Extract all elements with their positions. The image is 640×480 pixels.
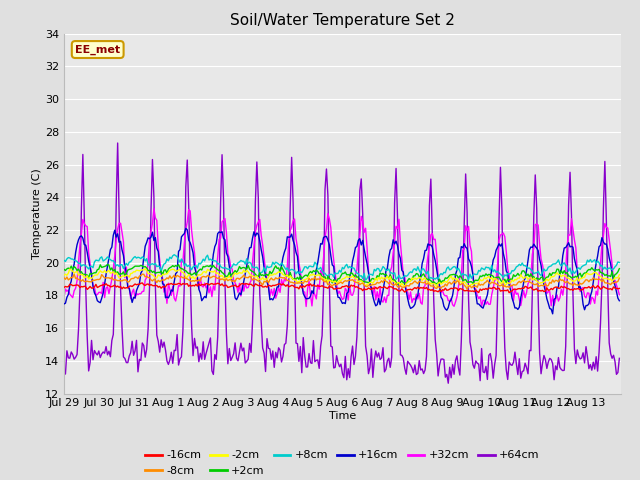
+2cm <box>97 262 104 268</box>
-16cm <box>616 286 623 291</box>
+2cm <box>459 277 467 283</box>
Y-axis label: Temperature (C): Temperature (C) <box>32 168 42 259</box>
+32cm <box>97 289 104 295</box>
-16cm <box>60 285 68 290</box>
-16cm <box>506 290 513 296</box>
+16cm <box>540 282 548 288</box>
+8cm <box>459 271 467 276</box>
Line: -8cm: -8cm <box>64 274 620 289</box>
+64cm <box>348 354 355 360</box>
+32cm <box>150 205 157 211</box>
+64cm <box>444 380 452 386</box>
+32cm <box>60 295 68 300</box>
+64cm <box>614 370 621 375</box>
+64cm <box>459 289 467 295</box>
+32cm <box>614 287 621 292</box>
Title: Soil/Water Temperature Set 2: Soil/Water Temperature Set 2 <box>230 13 455 28</box>
-2cm <box>97 268 104 274</box>
+32cm <box>79 216 86 222</box>
-8cm <box>458 281 465 287</box>
+32cm <box>302 303 310 309</box>
-8cm <box>616 276 623 281</box>
Line: +2cm: +2cm <box>64 264 620 284</box>
-8cm <box>541 281 549 287</box>
-16cm <box>97 283 104 288</box>
+2cm <box>616 266 623 272</box>
-8cm <box>348 277 355 283</box>
+8cm <box>97 255 104 261</box>
Line: -2cm: -2cm <box>64 269 620 287</box>
+8cm <box>79 262 86 268</box>
+2cm <box>541 276 549 281</box>
+8cm <box>616 260 623 265</box>
+2cm <box>104 262 111 267</box>
+16cm <box>60 301 68 307</box>
X-axis label: Time: Time <box>329 411 356 421</box>
-2cm <box>60 273 68 278</box>
+16cm <box>348 269 355 275</box>
-8cm <box>463 286 471 292</box>
-2cm <box>79 272 86 277</box>
-8cm <box>614 278 621 284</box>
+16cm <box>182 226 189 231</box>
+64cm <box>79 152 86 157</box>
-16cm <box>138 280 146 286</box>
+16cm <box>614 295 621 301</box>
+2cm <box>60 266 68 272</box>
+8cm <box>60 257 68 263</box>
Line: +16cm: +16cm <box>64 228 620 314</box>
-2cm <box>433 284 440 289</box>
-16cm <box>458 286 465 292</box>
-8cm <box>81 279 88 285</box>
+16cm <box>79 235 86 241</box>
+32cm <box>459 247 467 253</box>
+16cm <box>616 298 623 304</box>
+64cm <box>60 372 68 377</box>
-16cm <box>79 284 86 290</box>
+8cm <box>541 268 549 274</box>
-2cm <box>541 278 549 284</box>
+8cm <box>614 259 621 265</box>
+8cm <box>348 264 355 270</box>
-8cm <box>60 275 68 281</box>
+16cm <box>549 311 557 317</box>
Line: -16cm: -16cm <box>64 283 620 293</box>
-8cm <box>70 271 78 277</box>
-16cm <box>348 282 355 288</box>
-16cm <box>614 286 621 292</box>
Text: EE_met: EE_met <box>75 44 120 55</box>
-2cm <box>459 280 467 286</box>
-2cm <box>614 275 621 280</box>
-16cm <box>541 288 549 294</box>
+32cm <box>541 280 549 286</box>
-2cm <box>348 275 355 280</box>
+2cm <box>394 281 401 287</box>
+64cm <box>616 356 623 361</box>
Line: +32cm: +32cm <box>64 208 620 306</box>
+16cm <box>458 244 465 250</box>
-8cm <box>98 272 106 277</box>
+32cm <box>616 292 623 298</box>
+2cm <box>79 272 86 277</box>
+64cm <box>541 357 549 362</box>
+64cm <box>97 355 104 360</box>
+8cm <box>170 252 178 258</box>
+32cm <box>349 292 356 298</box>
Line: +64cm: +64cm <box>64 143 620 383</box>
Line: +8cm: +8cm <box>64 255 620 280</box>
+16cm <box>97 300 104 306</box>
+2cm <box>348 270 355 276</box>
+8cm <box>362 277 369 283</box>
Legend: -16cm, -8cm, -2cm, +2cm, +8cm, +16cm, +32cm, +64cm: -16cm, -8cm, -2cm, +2cm, +8cm, +16cm, +3… <box>141 446 544 480</box>
-2cm <box>616 272 623 277</box>
+64cm <box>114 140 122 146</box>
+2cm <box>614 269 621 275</box>
-2cm <box>141 266 149 272</box>
